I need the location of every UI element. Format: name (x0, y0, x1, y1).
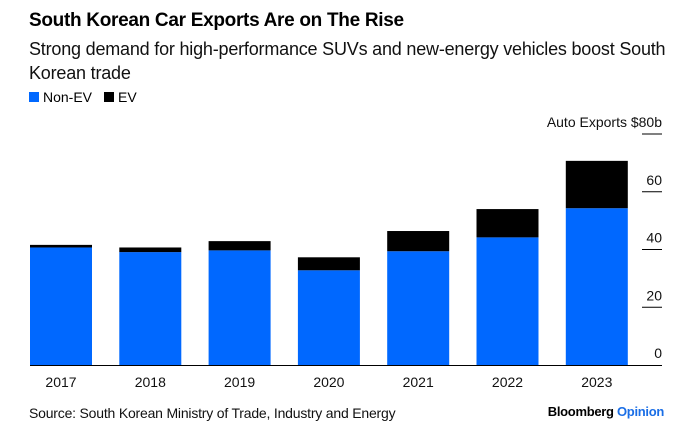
y-tick-label-80: Auto Exports $80b (547, 114, 662, 130)
x-tick-label-2018: 2018 (135, 374, 166, 390)
y-tick-label-20: 20 (646, 287, 662, 303)
bar-ev-2018 (119, 247, 182, 253)
bar-ev-2022 (476, 209, 539, 238)
bar-non-ev-2017 (30, 247, 92, 365)
x-tick-label-2022: 2022 (492, 374, 523, 390)
bar-non-ev-2020 (297, 270, 360, 365)
bar-ev-2017 (30, 244, 92, 248)
brand-logo: Bloomberg Opinion (547, 404, 665, 419)
legend-item-ev: EV (104, 89, 137, 105)
x-tick-label-2019: 2019 (224, 374, 255, 390)
x-tick-label-2023: 2023 (581, 374, 612, 390)
legend-item-non-ev: Non-EV (29, 89, 92, 105)
y-tick-label-40: 40 (646, 230, 662, 246)
bar-ev-2019 (208, 241, 271, 251)
bar-ev-2020 (297, 257, 360, 271)
legend-label-ev: EV (118, 89, 137, 105)
bars-group (30, 160, 628, 365)
bar-non-ev-2023 (565, 208, 628, 365)
legend-swatch-non-ev (29, 92, 39, 102)
axis-group: 2017 2018 2019 2020 2021 2022 2023 0 20 40 60 Auto … (30, 114, 662, 390)
bar-ev-2023 (565, 160, 628, 209)
brand-accent: Opinion (617, 404, 664, 419)
bar-ev-2021 (387, 231, 450, 252)
legend-label-non-ev: Non-EV (43, 89, 93, 105)
legend-swatch-ev (104, 92, 115, 102)
chart-title: South Korean Car Exports Are on The Rise (29, 10, 404, 31)
bar-non-ev-2019 (208, 250, 271, 365)
bar-non-ev-2018 (119, 252, 182, 365)
chart-subtitle: Strong demand for high-performance SUVs … (29, 39, 666, 83)
y-tick-label-60: 60 (646, 172, 662, 188)
y-tick-label-0: 0 (654, 345, 662, 361)
source-note: Source: South Korean Ministry of Trade, … (29, 405, 396, 421)
bar-non-ev-2021 (387, 251, 450, 365)
x-tick-label-2021: 2021 (403, 374, 434, 390)
x-tick-label-2017: 2017 (45, 374, 76, 390)
bar-non-ev-2022 (476, 237, 539, 365)
legend: Non-EV EV (29, 89, 149, 105)
brand-main: Bloomberg (547, 404, 614, 419)
x-tick-label-2020: 2020 (313, 374, 344, 390)
